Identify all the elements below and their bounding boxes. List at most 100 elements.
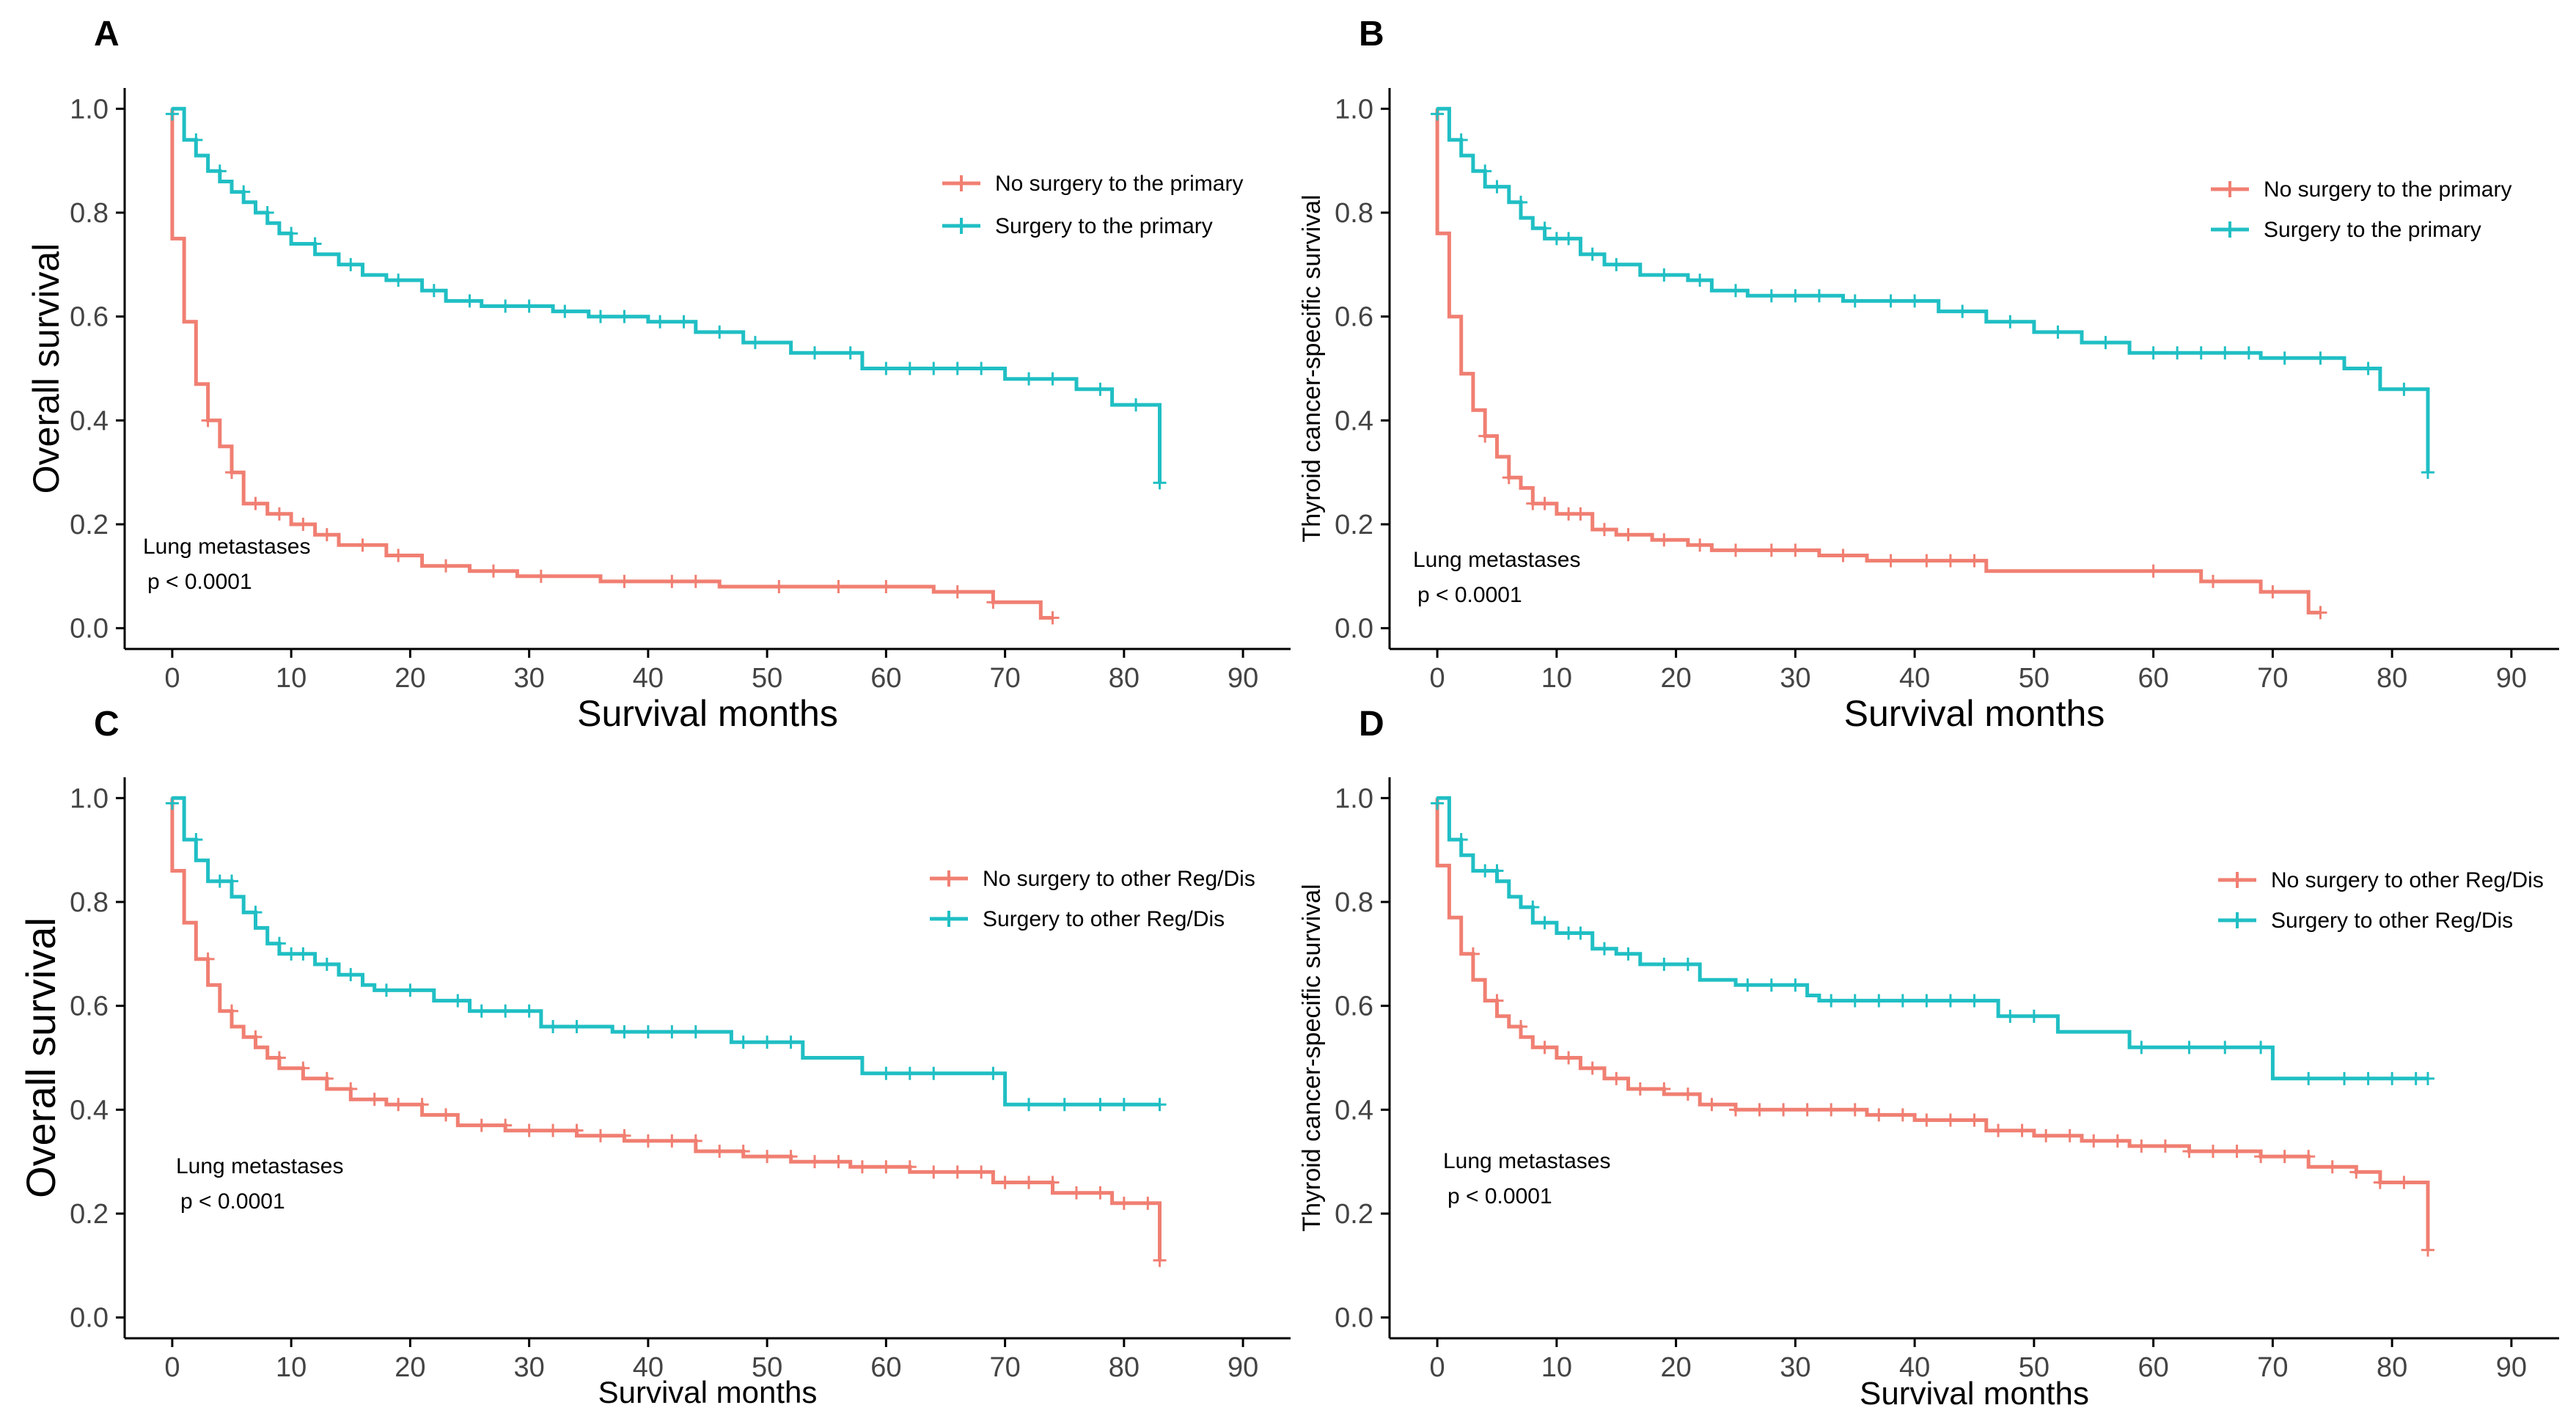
censor-mark-surgery [344,968,358,982]
y-tick-label: 0.6 [1335,302,1373,333]
p-value-label: p < 0.0001 [180,1189,285,1214]
censor-mark-no-surgery [201,414,215,428]
x-tick-label: 90 [1228,1352,1258,1383]
x-tick-label: 0 [1430,663,1445,694]
censor-mark-surgery [1046,372,1060,386]
censor-mark-surgery [653,315,667,329]
censor-mark-no-surgery [1633,1082,1647,1096]
censor-mark-surgery [1526,900,1540,914]
y-axis-title: Overall survival [26,243,67,494]
x-axis-title: Survival months [1844,693,2105,734]
censor-mark-surgery [1454,833,1468,846]
censor-mark-no-surgery [1069,1186,1083,1200]
y-tick-label: 1.0 [1335,783,1373,814]
censor-mark-no-surgery [665,574,679,588]
censor-mark-no-surgery [1141,1196,1155,1210]
p-value-label: p < 0.0001 [1417,583,1522,607]
censor-mark-no-surgery [879,580,893,593]
censor-mark-no-surgery [2206,574,2220,588]
censor-mark-surgery [2361,362,2375,375]
censor-mark-no-surgery [1884,554,1898,568]
censor-mark-surgery [1610,257,1623,271]
censor-mark-surgery [2361,1071,2375,1085]
censor-mark-surgery [1585,247,1599,261]
censor-mark-surgery [784,1035,798,1049]
censor-mark-no-surgery [1728,543,1742,557]
censor-mark-no-surgery [772,580,786,593]
censor-mark-no-surgery [1943,554,1957,568]
y-tick-label: 1.0 [1335,94,1373,125]
legend-label-no-surgery: No surgery to the primary [2264,177,2511,202]
censor-mark-surgery [641,1025,655,1039]
censor-mark-surgery [165,796,179,810]
censor-mark-no-surgery [2313,606,2327,620]
censor-mark-no-surgery [2254,1150,2268,1164]
x-tick-label: 60 [870,663,901,694]
censor-mark-surgery [1967,994,1981,1008]
censor-mark-surgery [285,227,298,241]
censor-mark-no-surgery [950,1165,964,1179]
censor-mark-no-surgery [1657,1082,1671,1096]
censor-mark-surgery [213,164,227,178]
censor-mark-no-surgery [2349,1165,2363,1179]
censor-mark-no-surgery [1597,523,1611,537]
y-tick-label: 0.8 [70,198,109,229]
censor-mark-no-surgery [903,1160,917,1174]
censor-mark-no-surgery [1872,1108,1886,1122]
censor-mark-surgery [1657,268,1671,282]
censor-mark-surgery [1549,232,1563,246]
x-tick-label: 50 [2019,1352,2050,1383]
x-tick-label: 0 [164,1352,180,1383]
censor-mark-no-surgery [2302,1150,2316,1164]
censor-mark-no-surgery [2087,1134,2101,1148]
p-value-label: p < 0.0001 [1447,1184,1552,1208]
censor-mark-surgery [736,1035,750,1049]
censor-mark-surgery [225,874,239,888]
censor-mark-no-surgery [392,1098,406,1112]
censor-mark-no-surgery [320,1071,334,1085]
censor-mark-no-surgery [2182,1145,2196,1158]
censor-mark-surgery [1562,232,1576,246]
panel-letter: B [1359,15,1384,54]
x-tick-label: 20 [395,1352,425,1383]
censor-mark-no-surgery [522,1123,536,1137]
x-tick-label: 50 [752,1352,782,1383]
censor-mark-no-surgery [392,549,406,562]
panel-a: A 0 10 20 30 40 50 60 70 80 90 0.0 0.2 0.4 0.6 0.8 1.0 Su… [26,15,1291,734]
censor-mark-surgery [1574,926,1588,940]
censor-mark-no-surgery [296,518,310,531]
censor-mark-surgery [2409,1071,2423,1085]
x-tick-label: 50 [752,663,782,694]
annotation-label: Lung metastases [1443,1149,1610,1173]
censor-mark-no-surgery [570,1123,584,1137]
censor-mark-no-surgery [1681,1087,1695,1101]
censor-mark-surgery [927,1066,941,1080]
censor-mark-surgery [499,299,513,313]
censor-mark-no-surgery [1562,507,1576,521]
censor-mark-no-surgery [641,1134,655,1148]
censor-mark-no-surgery [1967,554,1981,568]
x-tick-label: 90 [1228,663,1258,694]
censor-mark-surgery [570,1020,584,1033]
censor-mark-no-surgery [689,1134,702,1148]
x-tick-label: 70 [2257,1352,2288,1383]
legend-label-surgery: Surgery to other Reg/Dis [983,907,1225,931]
x-tick-label: 30 [1780,663,1810,694]
censor-mark-surgery [2027,1009,2041,1023]
censor-mark-surgery [1538,916,1552,930]
censor-mark-no-surgery [1992,1123,2006,1137]
censor-mark-no-surgery [832,580,845,593]
censor-mark-no-surgery [2063,1129,2077,1142]
x-tick-label: 60 [870,1352,901,1383]
y-tick-label: 0.4 [1335,406,1373,436]
y-tick-label: 0.6 [1335,991,1373,1022]
censor-mark-surgery [2313,351,2327,365]
censor-mark-surgery [2254,1041,2268,1054]
censor-mark-surgery [1788,289,1802,303]
censor-mark-surgery [1956,304,1970,318]
y-axis-title: Thyroid cancer-specific survival [1298,884,1326,1231]
censor-mark-surgery [1741,978,1755,992]
censor-mark-surgery [1153,476,1167,490]
panel-letter: C [94,705,120,744]
censor-mark-surgery [1657,958,1671,971]
